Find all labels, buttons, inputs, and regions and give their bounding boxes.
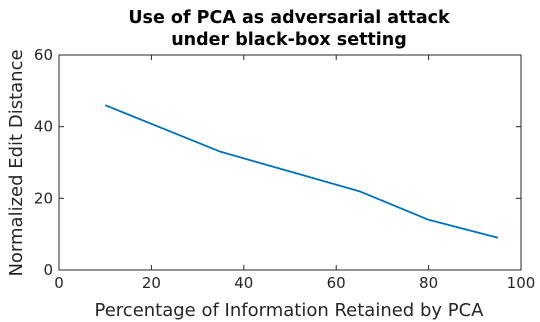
x-axis: 0 20 40 60 80 100 [54,55,535,292]
x-axis-label: Percentage of Information Retained by PC… [95,300,485,321]
y-axis: 0 20 40 60 [34,46,521,279]
y-tick-label: 40 [34,118,53,136]
y-tick-label: 0 [43,261,53,279]
chart-title-line-2: under black-box setting [171,30,407,50]
x-tick-label: 60 [327,274,346,292]
x-tick-label: 40 [234,274,253,292]
y-tick-label: 20 [34,189,53,207]
x-tick-label: 0 [54,274,64,292]
y-tick-label: 60 [34,46,53,64]
series-line [104,104,499,239]
x-tick-label: 80 [419,274,438,292]
chart-title-line-1: Use of PCA as adversarial attack [128,8,450,28]
x-tick-label: 100 [507,274,536,292]
plot-area [58,54,522,271]
y-axis-label: Normalized Edit Distance [6,49,27,276]
series-layer [104,104,499,239]
x-tick-label: 20 [142,274,161,292]
plot-frame [58,54,522,271]
